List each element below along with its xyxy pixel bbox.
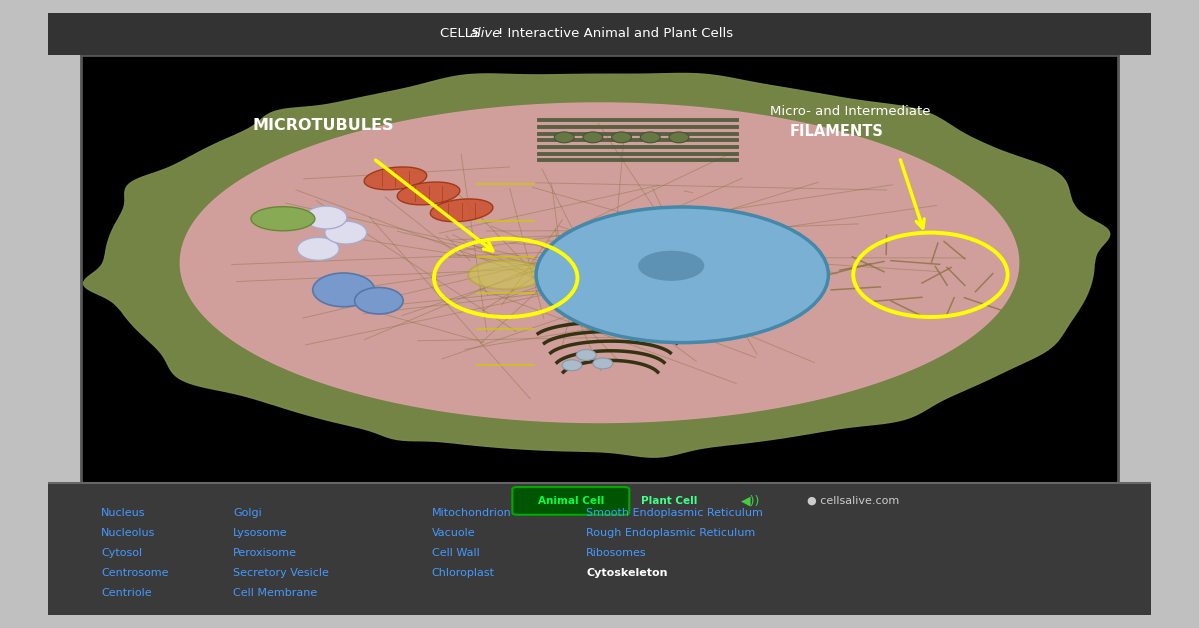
Text: Micro- and Intermediate: Micro- and Intermediate	[771, 105, 930, 118]
FancyBboxPatch shape	[82, 55, 1117, 486]
Ellipse shape	[469, 261, 543, 290]
Text: Ribosomes: Ribosomes	[586, 548, 647, 558]
Circle shape	[583, 132, 603, 143]
Ellipse shape	[397, 182, 460, 205]
Text: Cytosol: Cytosol	[101, 548, 141, 558]
Ellipse shape	[430, 199, 493, 222]
Circle shape	[611, 132, 632, 143]
Text: CELLS: CELLS	[440, 26, 484, 40]
Polygon shape	[180, 103, 1019, 423]
Circle shape	[313, 273, 374, 306]
Text: Peroxisome: Peroxisome	[234, 548, 297, 558]
Circle shape	[297, 237, 339, 261]
Ellipse shape	[251, 207, 315, 231]
FancyBboxPatch shape	[512, 487, 629, 515]
Text: Cell Membrane: Cell Membrane	[234, 588, 318, 598]
Text: Rough Endoplasmic Reticulum: Rough Endoplasmic Reticulum	[586, 528, 755, 538]
FancyBboxPatch shape	[48, 483, 1151, 615]
Text: Cytoskeleton: Cytoskeleton	[586, 568, 668, 578]
Text: Vacuole: Vacuole	[432, 528, 476, 538]
Text: Centrosome: Centrosome	[101, 568, 168, 578]
Text: MICROTUBULES: MICROTUBULES	[252, 118, 393, 133]
Text: Nucleus: Nucleus	[101, 508, 145, 518]
Text: Golgi: Golgi	[234, 508, 263, 518]
Text: Secretory Vesicle: Secretory Vesicle	[234, 568, 330, 578]
Circle shape	[325, 221, 367, 244]
Text: Nucleolus: Nucleolus	[101, 528, 156, 538]
Ellipse shape	[364, 167, 427, 190]
Circle shape	[305, 206, 347, 229]
Circle shape	[592, 358, 613, 369]
Ellipse shape	[536, 207, 829, 343]
Text: FILAMENTS: FILAMENTS	[789, 124, 884, 139]
Text: Chloroplast: Chloroplast	[432, 568, 495, 578]
Text: Cell Wall: Cell Wall	[432, 548, 480, 558]
Ellipse shape	[638, 251, 704, 281]
Text: Smooth Endoplasmic Reticulum: Smooth Endoplasmic Reticulum	[586, 508, 763, 518]
Text: ◀)): ◀))	[741, 494, 760, 507]
Text: ! Interactive Animal and Plant Cells: ! Interactive Animal and Plant Cells	[498, 26, 733, 40]
FancyBboxPatch shape	[48, 13, 1151, 55]
Text: ● cellsalive.com: ● cellsalive.com	[807, 496, 899, 506]
Text: Mitochondrion: Mitochondrion	[432, 508, 512, 518]
Circle shape	[562, 360, 582, 371]
Text: Plant Cell: Plant Cell	[640, 496, 697, 506]
Text: Centriole: Centriole	[101, 588, 151, 598]
Text: Lysosome: Lysosome	[234, 528, 288, 538]
Text: Animal Cell: Animal Cell	[537, 496, 604, 506]
Circle shape	[640, 132, 661, 143]
Text: alive: alive	[469, 26, 501, 40]
Circle shape	[554, 132, 574, 143]
Circle shape	[577, 350, 596, 360]
Circle shape	[669, 132, 689, 143]
Polygon shape	[84, 73, 1110, 457]
Circle shape	[355, 288, 403, 314]
